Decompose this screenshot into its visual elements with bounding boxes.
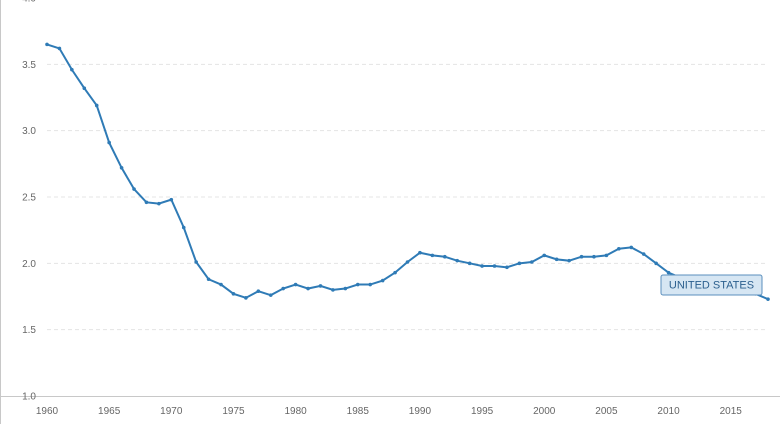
- gridlines: [47, 63, 768, 331]
- data-point[interactable]: [442, 254, 447, 259]
- data-point[interactable]: [592, 254, 596, 259]
- data-point[interactable]: [554, 257, 559, 262]
- data-point[interactable]: [231, 292, 236, 296]
- x-tick-label: 1970: [160, 406, 183, 417]
- x-axis-tick-labels: 1960 1965 1970 1975 1980 1985 1990 1995 2000 2005…: [36, 406, 742, 417]
- data-point[interactable]: [380, 278, 385, 283]
- data-point[interactable]: [393, 270, 397, 275]
- data-point[interactable]: [355, 282, 360, 287]
- series-tag[interactable]: UNITED STATES: [660, 274, 763, 296]
- y-tick-label: 2.0: [22, 259, 36, 270]
- x-tick-label: 1995: [471, 406, 494, 417]
- x-tick-label: 2015: [720, 406, 743, 417]
- x-tick-label: 1960: [36, 406, 59, 417]
- x-tick-label: 1965: [98, 406, 121, 417]
- data-point[interactable]: [617, 246, 621, 251]
- y-tick-label: 3.0: [22, 126, 36, 137]
- data-point[interactable]: [194, 260, 198, 264]
- y-axis-tick-labels: 1.0 1.5 2.0 2.5 3.0 3.5 4.0: [22, 0, 36, 403]
- y-tick-label: 4.0: [22, 0, 36, 5]
- data-point[interactable]: [480, 264, 484, 268]
- data-point[interactable]: [517, 261, 522, 266]
- x-tick-label: 2000: [533, 406, 556, 417]
- data-point[interactable]: [343, 286, 348, 291]
- data-point[interactable]: [94, 103, 99, 108]
- data-point[interactable]: [368, 282, 373, 287]
- data-point[interactable]: [629, 245, 634, 250]
- data-point[interactable]: [505, 265, 509, 270]
- data-point[interactable]: [293, 282, 298, 287]
- data-point[interactable]: [530, 260, 534, 264]
- data-point[interactable]: [666, 270, 671, 275]
- data-point[interactable]: [57, 46, 62, 51]
- series-tag-label[interactable]: UNITED STATES: [669, 279, 754, 291]
- y-tick-label: 1.5: [22, 325, 36, 336]
- data-point[interactable]: [418, 250, 422, 255]
- series-layer: [45, 42, 770, 301]
- data-point[interactable]: [766, 297, 770, 301]
- data-point[interactable]: [244, 296, 248, 300]
- x-tick-label: 1975: [222, 406, 245, 417]
- data-point[interactable]: [119, 166, 124, 170]
- y-tick-label: 2.5: [22, 193, 36, 204]
- data-point[interactable]: [331, 288, 335, 292]
- data-point[interactable]: [567, 258, 571, 263]
- x-tick-label: 2010: [657, 406, 680, 417]
- data-point[interactable]: [405, 260, 410, 264]
- data-point[interactable]: [132, 187, 136, 191]
- x-tick-label: 1980: [284, 406, 307, 417]
- data-point[interactable]: [281, 286, 285, 291]
- data-point[interactable]: [144, 200, 149, 205]
- series-tag-box[interactable]: [660, 274, 763, 296]
- data-point[interactable]: [82, 86, 87, 91]
- data-point[interactable]: [219, 282, 223, 287]
- data-point[interactable]: [306, 286, 310, 291]
- data-point[interactable]: [604, 253, 609, 258]
- data-point[interactable]: [107, 140, 111, 145]
- data-point[interactable]: [467, 261, 472, 266]
- data-point[interactable]: [542, 253, 547, 258]
- data-point[interactable]: [492, 264, 497, 268]
- x-tick-label: 1990: [409, 406, 432, 417]
- data-point[interactable]: [430, 253, 435, 258]
- y-tick-label: 3.5: [22, 60, 36, 71]
- data-point[interactable]: [206, 277, 211, 282]
- data-point[interactable]: [654, 261, 658, 266]
- data-point[interactable]: [70, 67, 74, 72]
- data-point[interactable]: [641, 252, 646, 256]
- data-point[interactable]: [268, 293, 273, 297]
- data-point[interactable]: [455, 258, 460, 263]
- data-point[interactable]: [318, 284, 323, 288]
- data-point[interactable]: [579, 254, 584, 259]
- y-tick-label: 1.0: [22, 392, 36, 403]
- x-tick-label: 1985: [347, 406, 370, 417]
- data-point[interactable]: [181, 225, 186, 230]
- data-point[interactable]: [169, 197, 174, 202]
- data-point[interactable]: [256, 289, 261, 293]
- x-tick-label: 2005: [595, 406, 618, 417]
- data-point[interactable]: [157, 201, 161, 206]
- data-point[interactable]: [45, 42, 49, 47]
